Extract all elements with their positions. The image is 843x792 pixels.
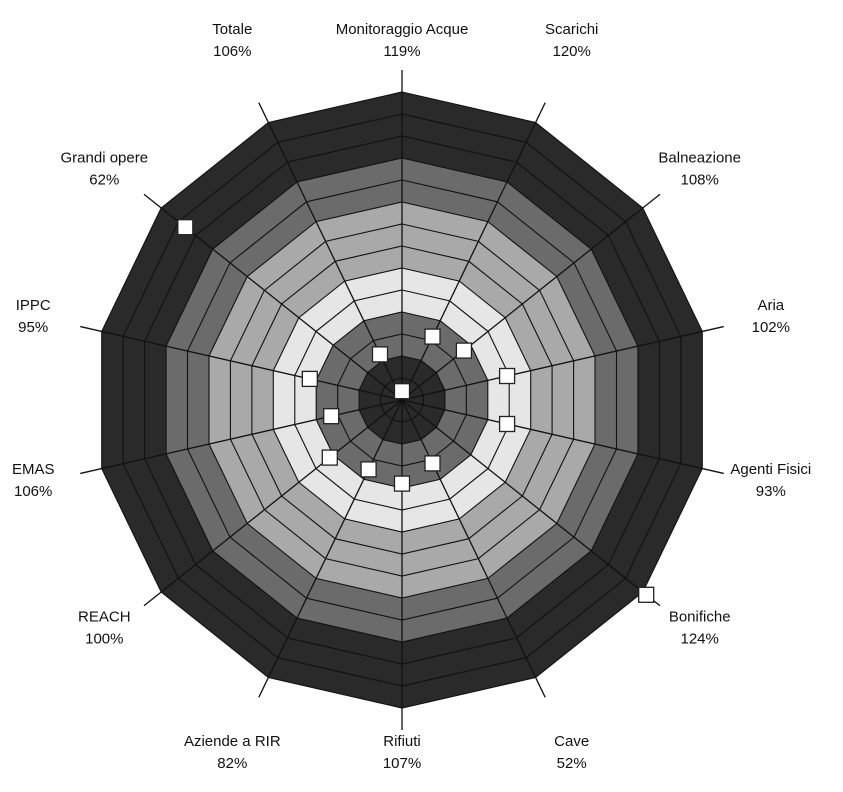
- data-point-marker: [301, 370, 318, 388]
- category-labels: Monitoraggio Acque 119% Scarichi 120% Balnea…: [12, 21, 811, 772]
- axis-spoke: [401, 399, 546, 698]
- category-label: Totale: [212, 21, 252, 38]
- data-point-marker: [393, 383, 411, 400]
- category-label: Cave: [554, 733, 589, 750]
- data-point-marker: [424, 455, 441, 472]
- category-value-label: 82%: [217, 755, 247, 772]
- data-point-marker: [498, 415, 516, 433]
- axis-spoke: [80, 399, 403, 475]
- category-value-label: 108%: [681, 172, 719, 189]
- axis-spoke: [80, 325, 403, 401]
- category-label: Grandi opere: [61, 150, 149, 167]
- axis-spoke: [401, 399, 661, 607]
- category-value-label: 62%: [89, 172, 119, 189]
- data-point-marker: [455, 342, 473, 359]
- category-label: Agenti Fisici: [730, 461, 811, 478]
- category-label: REACH: [78, 608, 131, 625]
- category-value-label: 100%: [85, 630, 123, 647]
- data-point-marker: [498, 367, 516, 385]
- category-value-label: 120%: [553, 43, 591, 60]
- category-value-label: 124%: [681, 630, 719, 647]
- data-point-marker: [638, 586, 655, 603]
- series-markers: [177, 219, 655, 603]
- data-point-marker: [177, 219, 194, 236]
- data-point-marker: [360, 461, 377, 478]
- category-label: Balneazione: [658, 150, 741, 167]
- category-value-label: 106%: [14, 483, 52, 500]
- axis-spoke: [143, 399, 403, 607]
- category-value-label: 102%: [752, 319, 790, 336]
- axis-spoke: [401, 325, 724, 401]
- data-point-marker: [323, 408, 340, 425]
- category-value-label: 106%: [213, 43, 251, 60]
- category-value-label: 119%: [383, 43, 420, 60]
- data-point-marker: [371, 346, 389, 363]
- axis-spoke: [258, 399, 403, 698]
- axis-spoke: [401, 399, 724, 475]
- category-label: EMAS: [12, 461, 55, 478]
- category-label: Aria: [757, 297, 784, 314]
- category-label: Aziende a RIR: [184, 733, 281, 750]
- category-label: Bonifiche: [669, 608, 731, 625]
- axis-spoke: [401, 102, 546, 401]
- category-value-label: 52%: [557, 755, 587, 772]
- category-label: Rifiuti: [383, 733, 421, 750]
- data-point-marker: [393, 475, 411, 492]
- radar-spokes: [80, 70, 724, 730]
- category-label: Scarichi: [545, 21, 598, 38]
- axis-spoke: [401, 193, 661, 401]
- category-value-label: 95%: [18, 319, 48, 336]
- category-value-label: 107%: [383, 755, 421, 772]
- category-label: Monitoraggio Acque: [336, 21, 469, 38]
- data-point-marker: [321, 449, 338, 466]
- category-value-label: 93%: [756, 483, 786, 500]
- category-label: IPPC: [16, 297, 51, 314]
- data-point-marker: [424, 328, 441, 345]
